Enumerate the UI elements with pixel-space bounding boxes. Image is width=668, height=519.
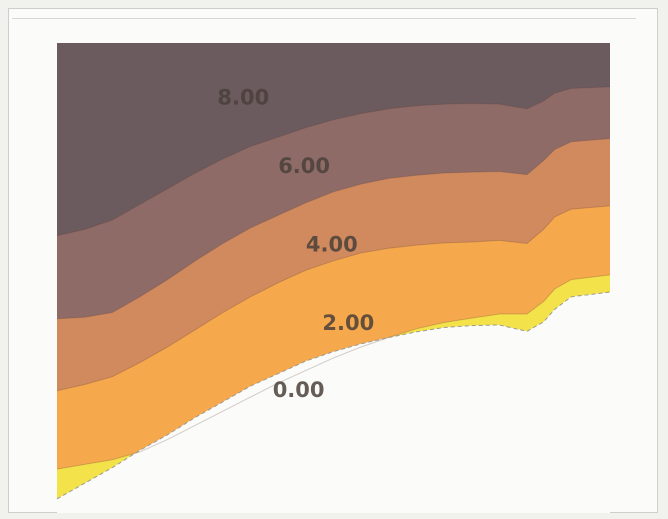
contour-line-2.00: [56, 274, 611, 470]
contour-lines: [56, 86, 611, 500]
band-below-0.00: [57, 292, 610, 513]
contour-line-8.00: [56, 86, 611, 237]
contour-line-0.00: [56, 291, 611, 500]
frame-top-rule: [12, 18, 636, 19]
contour-label-4.00: 4.00: [306, 233, 358, 257]
contour-line-6.00: [56, 138, 611, 320]
contour-label-6.00: 6.00: [278, 154, 330, 178]
contour-label-2.00: 2.00: [322, 311, 374, 335]
contour-bands: [57, 43, 610, 514]
contour-label-0.00: 0.00: [273, 378, 325, 402]
contour-line-4.00: [56, 205, 611, 392]
contour-label-8.00: 8.00: [217, 85, 269, 109]
contour-labels: 0.00 2.00 4.00 6.00 8.00: [217, 85, 374, 402]
